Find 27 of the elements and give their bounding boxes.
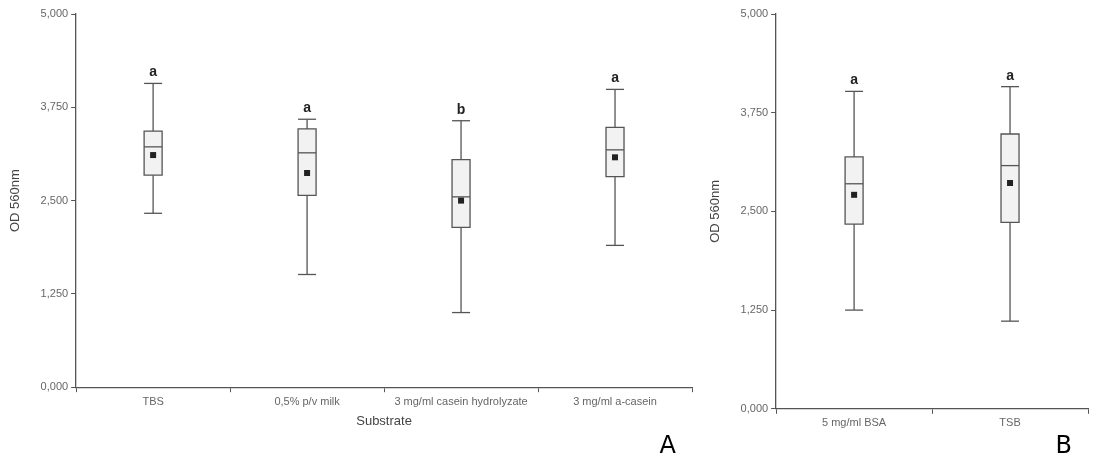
y-tick-label: 1,250: [740, 303, 769, 316]
annotation: a: [850, 71, 859, 88]
y-tick-label: 3,750: [740, 105, 769, 118]
y-tick-label: 2,500: [740, 204, 769, 217]
y-axis-title: OD 560nm: [707, 179, 723, 243]
x-tick-label: 0,5% p/v milk: [274, 394, 341, 407]
annotation: a: [611, 69, 620, 86]
annotation: b: [456, 100, 466, 117]
y-tick-label: 3,750: [40, 100, 69, 113]
x-tick-label: 5 mg/ml BSA: [822, 416, 887, 429]
x-tick-label: 3 mg/ml casein hydrolyzate: [394, 394, 528, 407]
y-axis-title: OD 560nm: [7, 169, 23, 233]
y-tick-label: 5,000: [740, 7, 769, 20]
y-tick-label: 0,000: [40, 380, 69, 393]
y-tick-label: 0,000: [740, 401, 769, 414]
text: B: [1055, 431, 1072, 459]
x-axis-title: Substrate: [356, 412, 412, 428]
x-tick-label: TSB: [999, 416, 1021, 429]
y-tick-label: 1,250: [40, 286, 69, 299]
annotation: a: [149, 63, 158, 80]
text: A: [659, 431, 676, 459]
x-tick-label: 3 mg/ml a-casein: [573, 394, 657, 407]
y-tick-label: 5,000: [40, 7, 69, 20]
y-tick-label: 2,500: [40, 193, 69, 206]
annotation: a: [1006, 66, 1015, 83]
x-tick-label: TBS: [142, 394, 164, 407]
annotation: a: [303, 99, 312, 116]
